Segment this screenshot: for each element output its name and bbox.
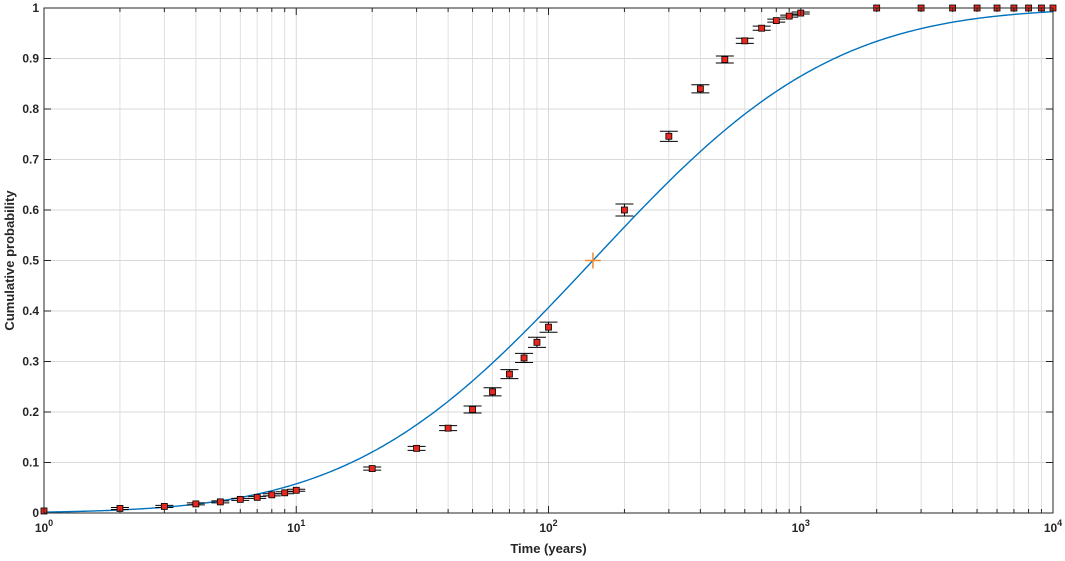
fitted-curve-group bbox=[43, 10, 1054, 513]
data-point bbox=[216, 498, 224, 506]
x-tick-label: 100 bbox=[35, 518, 53, 535]
data-point bbox=[192, 500, 200, 508]
y-tick-label: 0.8 bbox=[22, 102, 39, 116]
y-tick-label: 0.1 bbox=[22, 456, 39, 470]
data-point bbox=[533, 338, 541, 346]
y-tick-label: 0.4 bbox=[22, 304, 39, 318]
data-point bbox=[506, 370, 513, 378]
data-point bbox=[413, 444, 421, 452]
data-point bbox=[292, 486, 300, 494]
x-axis-label: Time (years) bbox=[510, 541, 586, 556]
data-point bbox=[281, 489, 289, 497]
data-point bbox=[520, 354, 528, 362]
y-tick-labels: 0 0.1 0.2 0.3 0.4 0.5 0.6 0.7 0.8 0.9 1 bbox=[22, 1, 39, 520]
x-tick-label: 102 bbox=[539, 518, 557, 535]
data-point bbox=[268, 491, 276, 499]
data-point bbox=[785, 12, 793, 20]
y-tick-label: 0.9 bbox=[22, 52, 39, 66]
data-point bbox=[253, 493, 261, 501]
y-tick-label: 1 bbox=[32, 1, 39, 15]
data-point bbox=[696, 85, 704, 93]
fitted-curve bbox=[43, 10, 1054, 513]
y-tick-label: 0.6 bbox=[22, 203, 39, 217]
y-tick-label: 0.5 bbox=[22, 254, 39, 268]
data-point bbox=[489, 388, 496, 396]
x-tick-label: 104 bbox=[1044, 518, 1062, 535]
data-point bbox=[721, 56, 729, 63]
x-tick-label: 101 bbox=[287, 518, 305, 535]
y-axis-label: Cumulative probability bbox=[2, 190, 17, 331]
data-point bbox=[545, 323, 552, 331]
data-point bbox=[758, 24, 766, 32]
y-tick-label: 0.7 bbox=[22, 153, 39, 167]
data-point bbox=[444, 424, 452, 432]
x-tick-label: 103 bbox=[792, 518, 810, 535]
y-tick-label: 0.3 bbox=[22, 355, 39, 369]
y-tick-label: 0 bbox=[32, 506, 39, 520]
data-point bbox=[741, 37, 749, 45]
data-point bbox=[469, 406, 476, 413]
data-point bbox=[160, 503, 168, 510]
y-tick-label: 0.2 bbox=[22, 405, 39, 419]
data-point bbox=[236, 495, 244, 503]
median-marker-group bbox=[584, 252, 601, 269]
data-point bbox=[665, 132, 673, 140]
x-tick-labels: 100 101 102 103 104 bbox=[35, 518, 1062, 535]
grid-lines bbox=[44, 8, 1053, 513]
data-point bbox=[772, 17, 780, 25]
data-point bbox=[368, 465, 376, 472]
tick-marks bbox=[43, 7, 1053, 514]
data-point bbox=[621, 206, 628, 214]
